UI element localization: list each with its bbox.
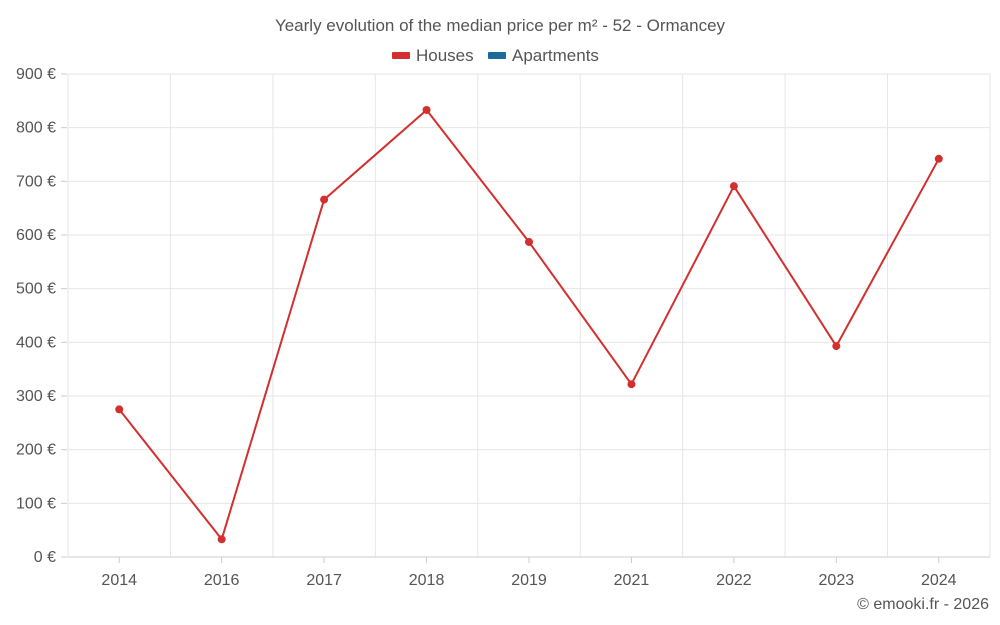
- y-tick-label: 0 €: [34, 549, 56, 566]
- x-tick-label: 2019: [511, 572, 547, 589]
- data-point[interactable]: [627, 380, 636, 389]
- x-tick-label: 2018: [409, 572, 445, 589]
- legend-label-houses: Houses: [416, 46, 474, 65]
- x-tick-label: 2014: [101, 572, 137, 589]
- x-axis-ticks: 2014 2016 2017 2018 2019 2021 2022 2023 2024: [101, 557, 957, 589]
- data-point[interactable]: [217, 535, 226, 544]
- grid: [67, 73, 991, 558]
- y-tick-label: 600 €: [16, 227, 56, 244]
- y-tick-label: 100 €: [16, 495, 56, 512]
- y-tick-label: 900 €: [16, 66, 56, 83]
- data-point[interactable]: [422, 105, 431, 114]
- x-tick-label: 2021: [614, 572, 650, 589]
- x-tick-label: 2017: [306, 572, 342, 589]
- legend: Houses Apartments: [392, 46, 599, 65]
- x-tick-label: 2023: [819, 572, 855, 589]
- data-point[interactable]: [320, 195, 329, 204]
- data-point[interactable]: [729, 182, 738, 191]
- y-tick-label: 400 €: [16, 334, 56, 351]
- data-point[interactable]: [934, 154, 943, 163]
- series-line-houses: [118, 109, 940, 541]
- y-tick-label: 700 €: [16, 173, 56, 190]
- series-layer: [115, 105, 943, 544]
- chart-title: Yearly evolution of the median price per…: [275, 16, 726, 35]
- data-point[interactable]: [832, 342, 841, 351]
- y-tick-label: 300 €: [16, 388, 56, 405]
- legend-item-apartments[interactable]: Apartments: [488, 46, 599, 65]
- y-tick-label: 500 €: [16, 281, 56, 298]
- x-tick-label: 2016: [204, 572, 240, 589]
- y-axis-ticks: 0 € 100 € 200 € 300 € 400 € 500 € 600 € 700 € 80…: [16, 66, 67, 566]
- credit-text: © emooki.fr - 2026: [857, 596, 989, 613]
- legend-item-houses[interactable]: Houses: [392, 46, 474, 65]
- data-point[interactable]: [115, 405, 124, 414]
- legend-swatch-houses: [392, 52, 410, 59]
- legend-swatch-apartments: [488, 52, 506, 59]
- y-tick-label: 200 €: [16, 442, 56, 459]
- data-point[interactable]: [525, 237, 533, 246]
- x-tick-label: 2022: [716, 572, 752, 589]
- x-tick-label: 2024: [921, 572, 957, 589]
- y-tick-label: 800 €: [16, 120, 56, 137]
- legend-label-apartments: Apartments: [512, 46, 599, 65]
